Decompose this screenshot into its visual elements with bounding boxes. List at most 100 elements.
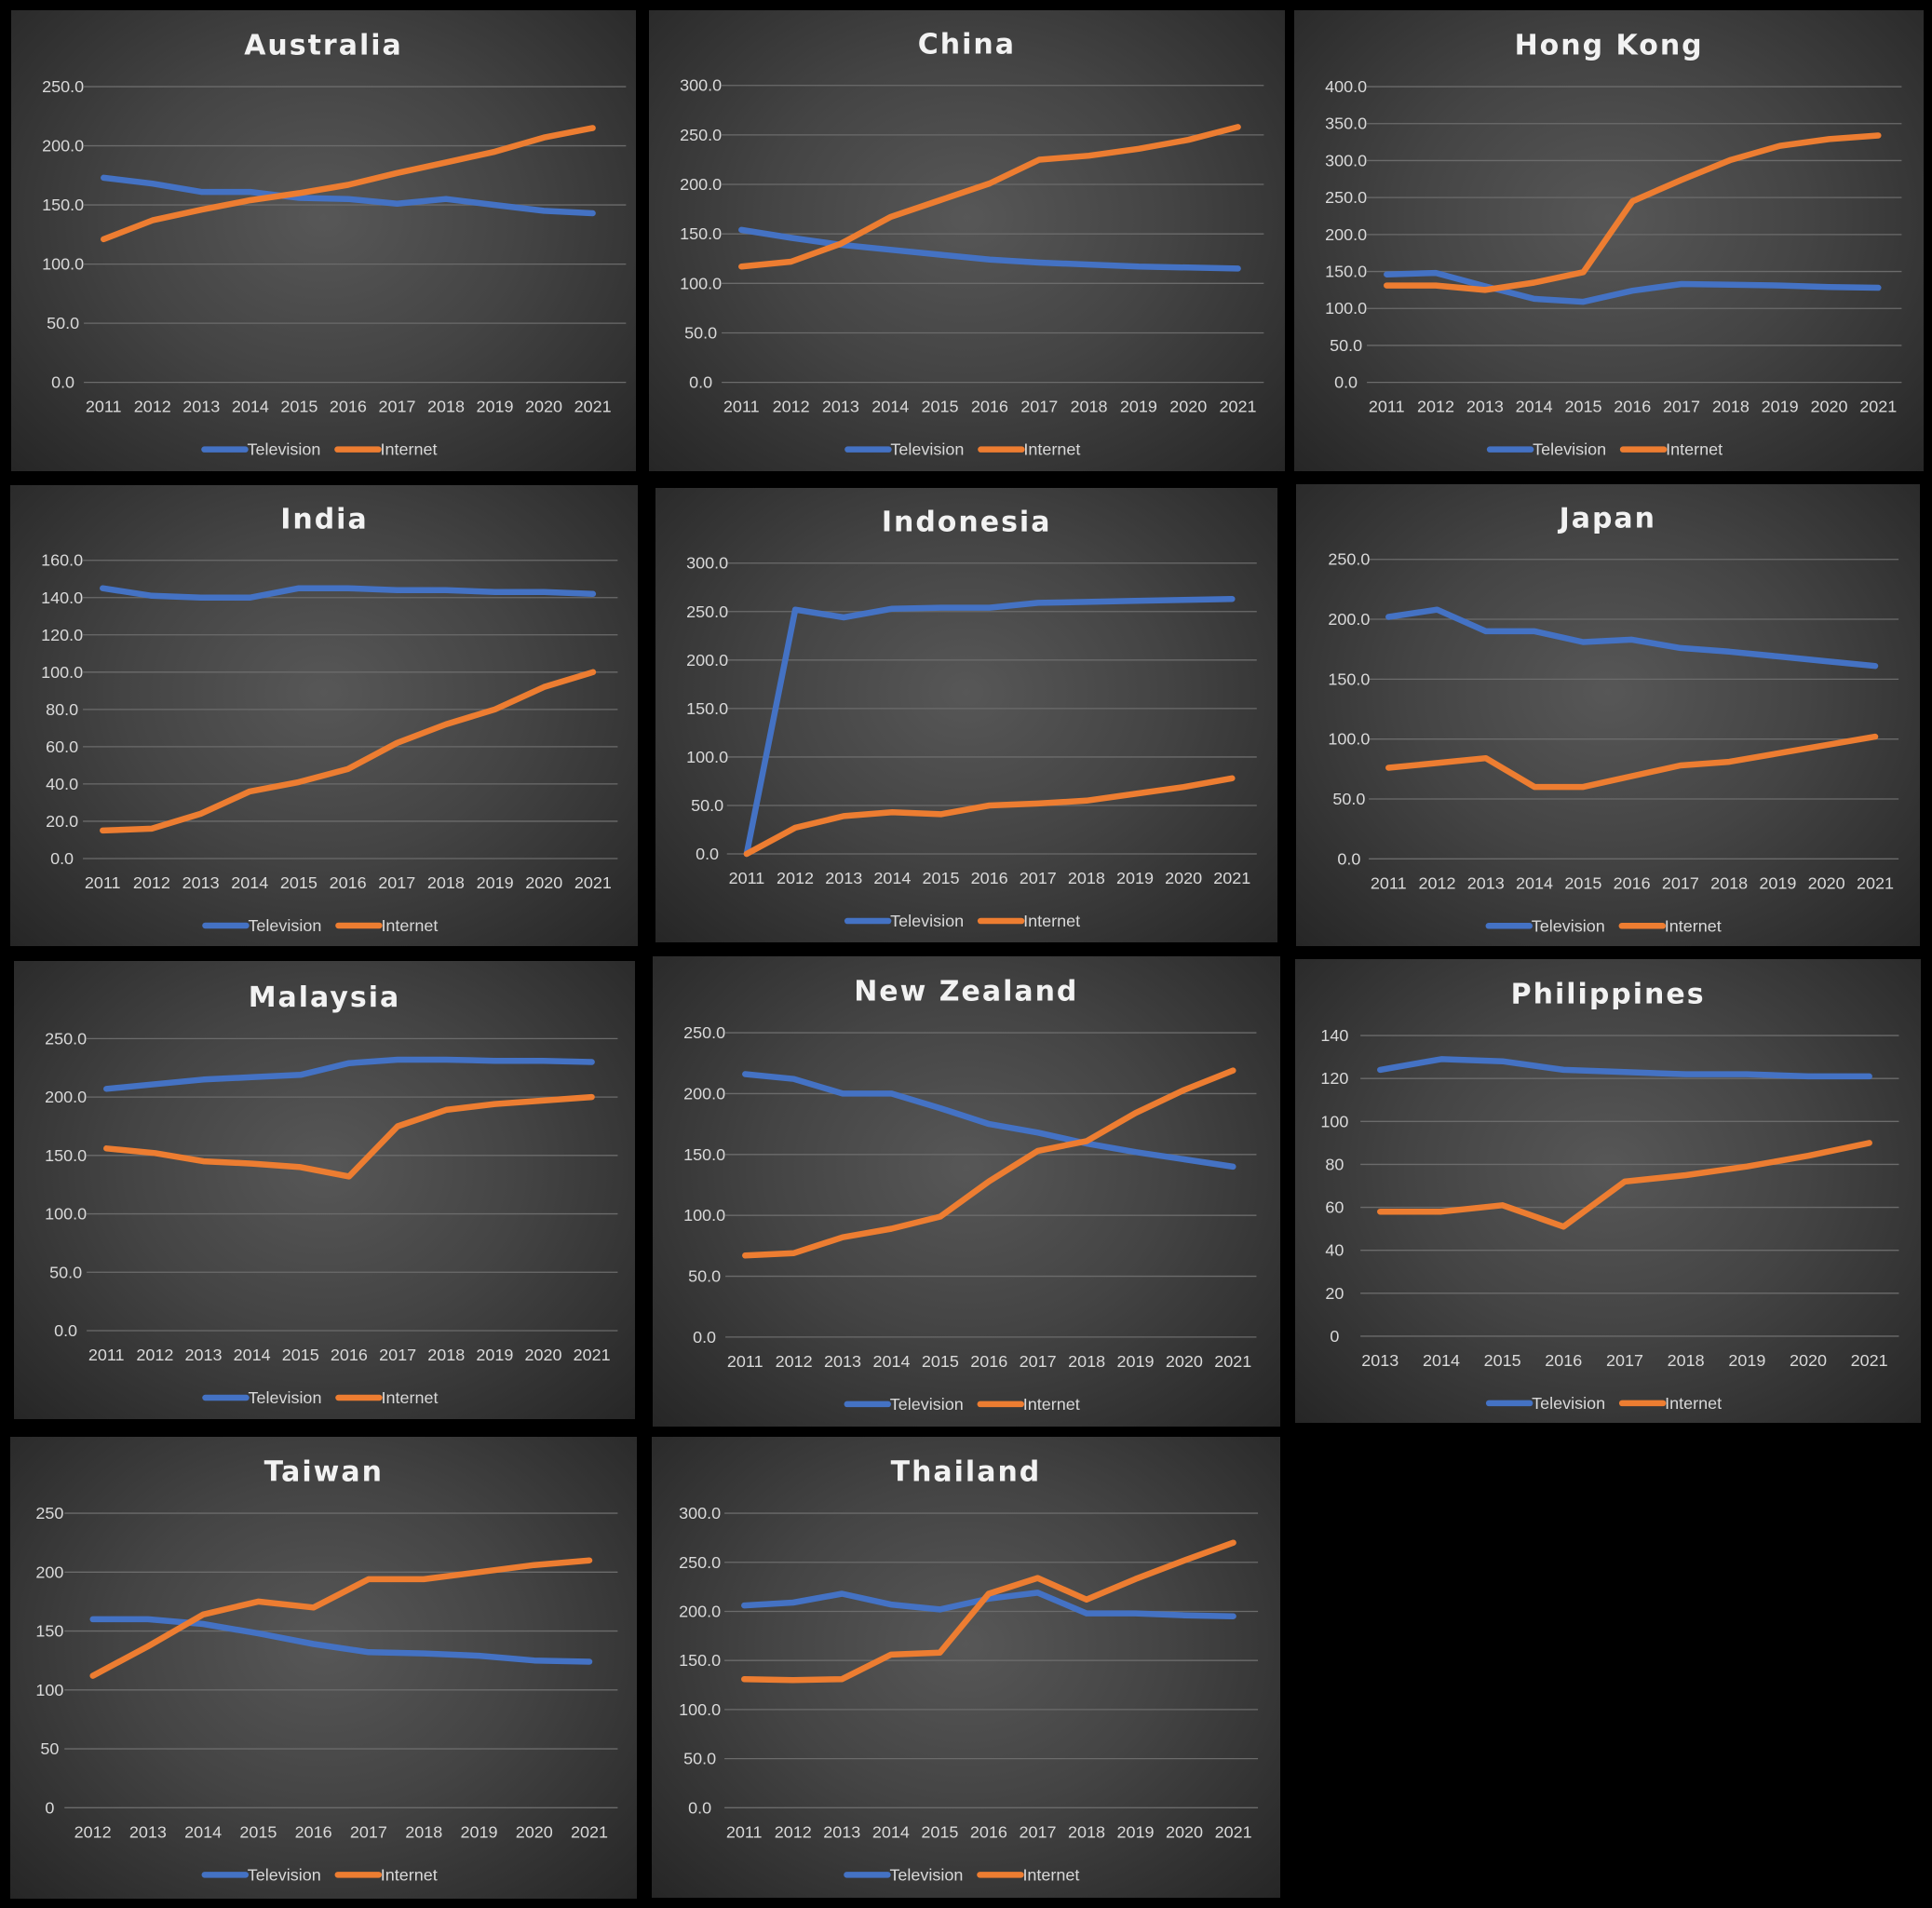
x-tick-label: 2020: [1810, 397, 1847, 415]
legend-label-internet: Internet: [381, 1388, 438, 1407]
chart-panel-india: India 0.0 20.0 40.0 60.0 80.0 100.0 120.0 140.0 1…: [9, 485, 639, 947]
x-tick-label: 2020: [524, 1346, 561, 1364]
y-tick-label: 250.0: [680, 125, 722, 143]
chart-title: New Zealand: [855, 976, 1079, 1008]
series-line-television: [1376, 1055, 1872, 1079]
x-tick-label: 2014: [873, 869, 911, 887]
x-tick-label: 2020: [515, 1822, 552, 1841]
legend-label-television: Television: [247, 1865, 320, 1884]
y-tick-label: 60.0: [46, 737, 78, 756]
y-tick-label: 0.0: [1338, 849, 1361, 868]
chart-title: China: [918, 28, 1016, 61]
y-tick-label: 200.0: [42, 136, 84, 155]
x-tick-label: 2011: [726, 1822, 763, 1841]
x-tick-label: 2013: [128, 1822, 166, 1841]
y-tick-label: 100.0: [683, 1206, 725, 1225]
x-tick-label: 2021: [1850, 1350, 1887, 1369]
x-tick-label: 2016: [1545, 1350, 1582, 1369]
x-tick-label: 2015: [281, 1346, 318, 1364]
chart-svg-malaysia: Malaysia 0.0 50.0 100.0 150.0 200.0 250.0 2011 2…: [45, 981, 617, 1407]
series-line-television: [741, 1590, 1236, 1619]
legend-label-television: Television: [248, 916, 321, 935]
chart-panel-indonesia: Indonesia 0.0 50.0 100.0 150.0 200.0 250.0 300.…: [655, 488, 1278, 943]
x-tick-label: 2016: [330, 1346, 367, 1364]
x-tick-label: 2021: [573, 1346, 610, 1364]
x-tick-label: 2016: [329, 873, 366, 892]
series-line-internet: [1385, 733, 1879, 791]
x-tick-label: 2021: [574, 873, 611, 892]
x-tick-label: 2011: [84, 873, 120, 892]
x-tick-label: 2013: [1467, 873, 1505, 892]
legend-label-internet: Internet: [1022, 1865, 1079, 1884]
y-tick-label: 250.0: [1329, 550, 1371, 569]
x-tick-label: 2019: [1117, 1822, 1155, 1841]
x-tick-label: 2015: [1564, 873, 1601, 892]
x-tick-label: 2016: [1614, 873, 1651, 892]
y-tick-label: 100.0: [680, 274, 722, 292]
x-tick-label: 2015: [922, 869, 959, 887]
y-tick-label: 400.0: [1325, 77, 1367, 96]
chart-svg-india: India 0.0 20.0 40.0 60.0 80.0 100.0 120.0 140.0 1…: [41, 504, 617, 935]
series-line-internet: [102, 1094, 595, 1180]
chart-panel-thailand: Thailand 0.0 50.0 100.0 150.0 200.0 250.0 300.0…: [652, 1437, 1280, 1898]
y-tick-label: 0: [45, 1798, 54, 1817]
y-tick-label: 100.0: [1329, 730, 1371, 749]
y-tick-label: 160.0: [41, 551, 83, 570]
series-line-internet: [1383, 131, 1882, 293]
y-tick-label: 100: [1320, 1112, 1348, 1130]
series-line-internet: [743, 775, 1236, 858]
series-line-television: [100, 174, 596, 216]
x-tick-label: 2011: [88, 1346, 124, 1364]
y-tick-label: 150.0: [683, 1145, 725, 1164]
x-tick-label: 2014: [233, 1346, 270, 1364]
x-tick-label: 2017: [379, 1346, 416, 1364]
x-tick-label: 2014: [232, 397, 269, 415]
series-line-internet: [741, 1539, 1236, 1684]
y-tick-label: 120: [1320, 1069, 1348, 1088]
x-tick-label: 2018: [427, 397, 465, 415]
y-tick-label: 60: [1325, 1198, 1344, 1216]
y-tick-label: 250: [35, 1504, 63, 1522]
x-tick-label: 2019: [1728, 1350, 1765, 1369]
chart-panel-japan: Japan 0.0 50.0 100.0 150.0 200.0 250.0 2011 2012…: [1296, 484, 1920, 947]
legend-label-internet: Internet: [1666, 440, 1723, 458]
chart-svg-indonesia: Indonesia 0.0 50.0 100.0 150.0 200.0 250.0 300.…: [686, 506, 1257, 930]
series-line-internet: [89, 1557, 592, 1679]
y-tick-label: 100: [35, 1681, 63, 1699]
y-tick-label: 200.0: [679, 1602, 721, 1620]
y-tick-label: 150.0: [1325, 262, 1367, 280]
legend-label-internet: Internet: [1023, 1395, 1080, 1414]
x-tick-label: 2017: [1662, 873, 1699, 892]
y-tick-label: 200.0: [680, 175, 722, 194]
chart-panel-hong-kong: Hong Kong 0.0 50.0 100.0 150.0 200.0 250.0 300.…: [1293, 9, 1924, 471]
chart-svg-hong-kong: Hong Kong 0.0 50.0 100.0 150.0 200.0 250.0 300.…: [1325, 29, 1901, 458]
x-tick-label: 2021: [1859, 397, 1897, 415]
x-tick-label: 2018: [1068, 1822, 1105, 1841]
y-tick-label: 150.0: [680, 224, 722, 243]
x-tick-label: 2018: [1711, 397, 1749, 415]
legend-label-internet: Internet: [380, 1865, 437, 1884]
y-tick-label: 40: [1325, 1240, 1344, 1259]
x-tick-label: 2014: [872, 397, 910, 415]
chart-svg-taiwan: Taiwan 0 50 100 150 200 250 2012 2013 2014 2015 201…: [35, 1456, 617, 1884]
y-tick-label: 150.0: [679, 1651, 721, 1670]
x-tick-label: 2012: [132, 873, 169, 892]
y-tick-label: 250.0: [1325, 188, 1367, 207]
y-tick-label: 250.0: [42, 77, 84, 96]
y-tick-label: 100.0: [686, 748, 728, 766]
series-line-television: [89, 1616, 592, 1665]
x-tick-label: 2013: [182, 873, 219, 892]
x-tick-label: 2021: [571, 1822, 608, 1841]
y-tick-label: 150.0: [42, 196, 84, 214]
series-line-television: [743, 595, 1236, 858]
y-tick-label: 150.0: [686, 699, 728, 718]
chart-panel-malaysia: Malaysia 0.0 50.0 100.0 150.0 200.0 250.0 2011 2…: [13, 961, 635, 1420]
x-tick-label: 2020: [1166, 1822, 1203, 1841]
x-tick-label: 2017: [1020, 1352, 1057, 1371]
y-tick-label: 0.0: [693, 1328, 716, 1346]
x-tick-label: 2020: [1790, 1350, 1827, 1369]
y-tick-label: 250.0: [45, 1030, 87, 1049]
x-tick-label: 2021: [1220, 397, 1257, 415]
x-tick-label: 2018: [1667, 1350, 1704, 1369]
x-tick-label: 2017: [1021, 397, 1059, 415]
